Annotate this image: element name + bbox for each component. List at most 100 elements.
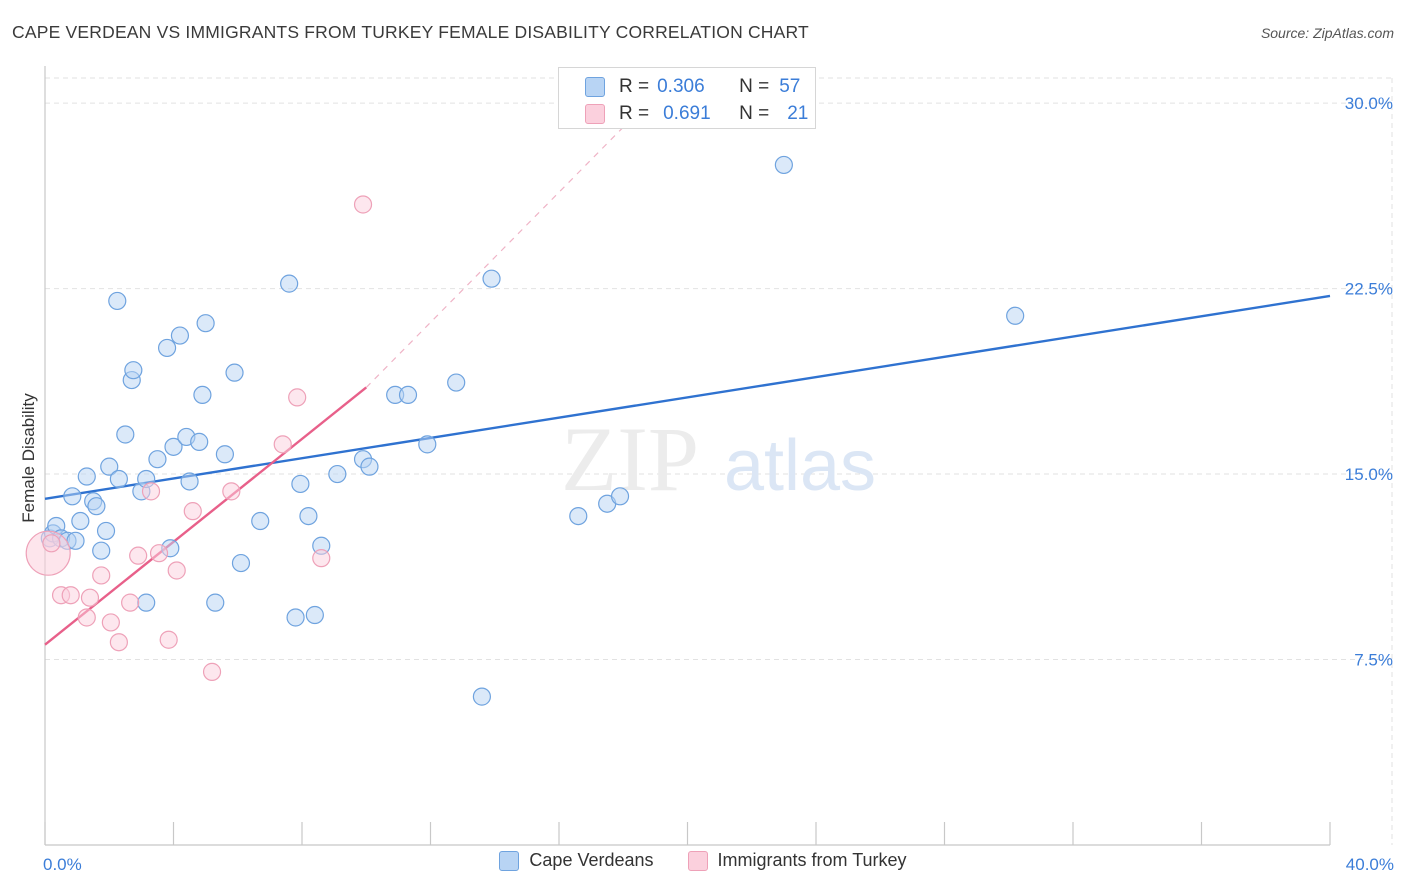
x-tick-label: 0.0%: [43, 855, 82, 874]
turkey-immigrant-point: [288, 388, 307, 407]
tick-labels: 7.5% 15.0% 22.5% 30.0% 0.0% 40.0%: [43, 94, 1394, 874]
cape-verdean-point: [774, 155, 793, 175]
turkey-immigrant-point: [353, 195, 373, 214]
cape-verdean-point: [447, 373, 466, 392]
cape-verdean-point: [92, 541, 111, 560]
cape-verdean-trendline: [44, 294, 1331, 500]
cape-verdean-point: [157, 338, 177, 358]
blue-swatch: [499, 850, 520, 871]
pink-swatch: [585, 104, 605, 124]
cape-verdean-point: [418, 435, 437, 454]
n-label: N =: [739, 103, 770, 124]
r-label: R =: [619, 103, 650, 124]
cape-verdean-point: [231, 553, 251, 573]
x-tick-label: 40.0%: [1346, 855, 1394, 874]
turkey-immigrant-point: [42, 534, 61, 553]
blue-swatch: [585, 77, 605, 97]
legend-item-immigrants-turkey[interactable]: Immigrants from Turkey: [687, 850, 907, 871]
legend-label: Cape Verdeans: [529, 850, 654, 870]
cape-verdean-point: [251, 511, 270, 531]
turkey-immigrant-point: [77, 608, 96, 627]
stats-row-cape-verdeans: R = 0.306 N = 57: [585, 74, 800, 100]
cape-verdean-point: [291, 474, 310, 494]
cape-verdean-point: [299, 506, 318, 526]
cape-verdean-point: [63, 487, 82, 506]
legend-item-cape-verdeans[interactable]: Cape Verdeans: [499, 850, 654, 871]
turkey-immigrant-point: [61, 586, 80, 605]
cape-verdean-point: [398, 385, 418, 405]
n-label: N =: [739, 76, 770, 97]
cape-verdean-point: [124, 361, 143, 380]
cape-verdean-point: [482, 269, 501, 288]
cape-verdean-point: [180, 472, 199, 491]
turkey-immigrant-point: [167, 561, 186, 580]
cape-verdean-point: [164, 437, 183, 456]
cape-verdean-point: [286, 608, 305, 627]
turkey-trendline-extension: [365, 77, 672, 388]
cape-verdean-point: [610, 487, 630, 506]
cape-verdean-point: [193, 385, 212, 405]
turkey-immigrant-point: [312, 549, 331, 568]
stats-legend: R = 0.306 N = 57 R = 0.691 N = 21: [558, 67, 816, 129]
watermark: ZIP atlas: [561, 408, 876, 510]
watermark-zip: ZIP: [561, 408, 699, 510]
n-value: 57: [779, 76, 801, 97]
cape-verdean-point: [305, 605, 324, 625]
turkey-immigrant-point: [183, 502, 202, 521]
cape-verdean-point: [108, 291, 127, 311]
r-label: R =: [619, 76, 650, 97]
turkey-immigrant-point: [92, 566, 111, 585]
y-tick-label: 30.0%: [1345, 94, 1393, 113]
grid-lines: [45, 77, 1393, 845]
legend-label: Immigrants from Turkey: [717, 850, 907, 870]
y-tick-label: 22.5%: [1345, 280, 1393, 299]
turkey-immigrant-point: [202, 662, 222, 681]
stats-row-immigrants-turkey: R = 0.691 N = 21: [585, 101, 808, 127]
cape-verdean-point: [472, 687, 491, 706]
cape-verdean-point: [116, 425, 135, 444]
pink-swatch: [687, 850, 708, 871]
turkey-immigrant-point: [80, 588, 100, 607]
cape-verdean-point: [77, 467, 96, 486]
cape-verdean-point: [1006, 306, 1025, 325]
cape-verdean-point: [360, 457, 379, 476]
cape-verdean-point: [328, 464, 347, 484]
turkey-immigrant-point: [101, 613, 120, 632]
cape-verdean-point: [196, 314, 215, 333]
y-tick-label: 15.0%: [1345, 465, 1393, 484]
turkey-immigrant-point: [121, 593, 140, 612]
turkey-immigrant-point: [109, 633, 128, 652]
cape-verdean-point: [280, 274, 299, 293]
axes: [44, 66, 1331, 846]
watermark-atlas: atlas: [724, 426, 876, 506]
turkey-immigrant-point: [273, 435, 292, 454]
r-value: 0.691: [663, 103, 711, 124]
cape-verdean-point: [225, 363, 244, 382]
trend-lines: [44, 77, 1331, 646]
turkey-immigrant-point: [159, 630, 178, 649]
cape-verdean-point: [109, 469, 128, 489]
turkey-immigrant-point: [149, 544, 169, 563]
cape-verdean-point: [170, 326, 190, 345]
chart-title: CAPE VERDEAN VS IMMIGRANTS FROM TURKEY F…: [12, 22, 809, 42]
r-value: 0.306: [657, 76, 705, 97]
cape-verdean-point: [87, 497, 106, 516]
series-legend: Cape Verdeans Immigrants from Turkey: [0, 850, 1406, 871]
y-axis-label: Female Disability: [19, 393, 38, 523]
cape-verdean-point: [71, 511, 90, 531]
cape-verdean-point: [148, 450, 167, 469]
y-tick-label: 7.5%: [1354, 651, 1393, 670]
cape-verdean-point: [206, 593, 225, 612]
cape-verdean-point: [137, 593, 156, 612]
turkey-immigrant-point: [141, 482, 161, 501]
turkey-immigrant-point: [129, 546, 148, 565]
data-points: [25, 155, 1025, 706]
cape-verdean-point: [100, 457, 119, 476]
n-value: 21: [787, 103, 809, 124]
turkey-immigrant-point: [222, 482, 241, 501]
turkey-immigrant-trendline: [44, 386, 367, 646]
cape-verdean-point: [569, 506, 588, 526]
source-label: Source: ZipAtlas.com: [1260, 25, 1394, 41]
cape-verdean-point: [215, 445, 234, 464]
